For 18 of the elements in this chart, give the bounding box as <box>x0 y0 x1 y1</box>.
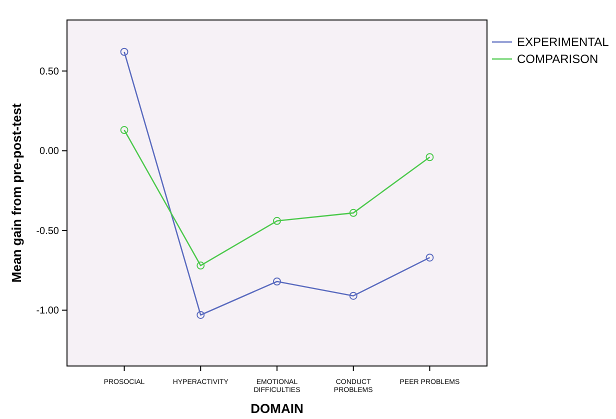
point <box>120 126 128 134</box>
legend-label: COMPARISON <box>517 52 598 66</box>
point <box>273 277 281 286</box>
y-axis-title: Mean gain from pre-post-test <box>9 102 24 283</box>
y-tick-label: -0.50 <box>36 226 60 237</box>
point <box>426 254 434 262</box>
point <box>349 292 358 300</box>
y-tick-label: -1.00 <box>36 306 60 317</box>
point <box>196 310 205 319</box>
point <box>120 48 128 56</box>
y-tick-label: 0.00 <box>40 146 60 158</box>
point <box>426 153 434 162</box>
point <box>349 208 358 217</box>
y-tick-label: 0.50 <box>40 66 60 78</box>
x-axis-title: DOMAIN <box>250 401 304 416</box>
point <box>273 216 281 225</box>
legend-label: EXPERIMENTAL <box>517 35 610 50</box>
point <box>196 262 205 270</box>
